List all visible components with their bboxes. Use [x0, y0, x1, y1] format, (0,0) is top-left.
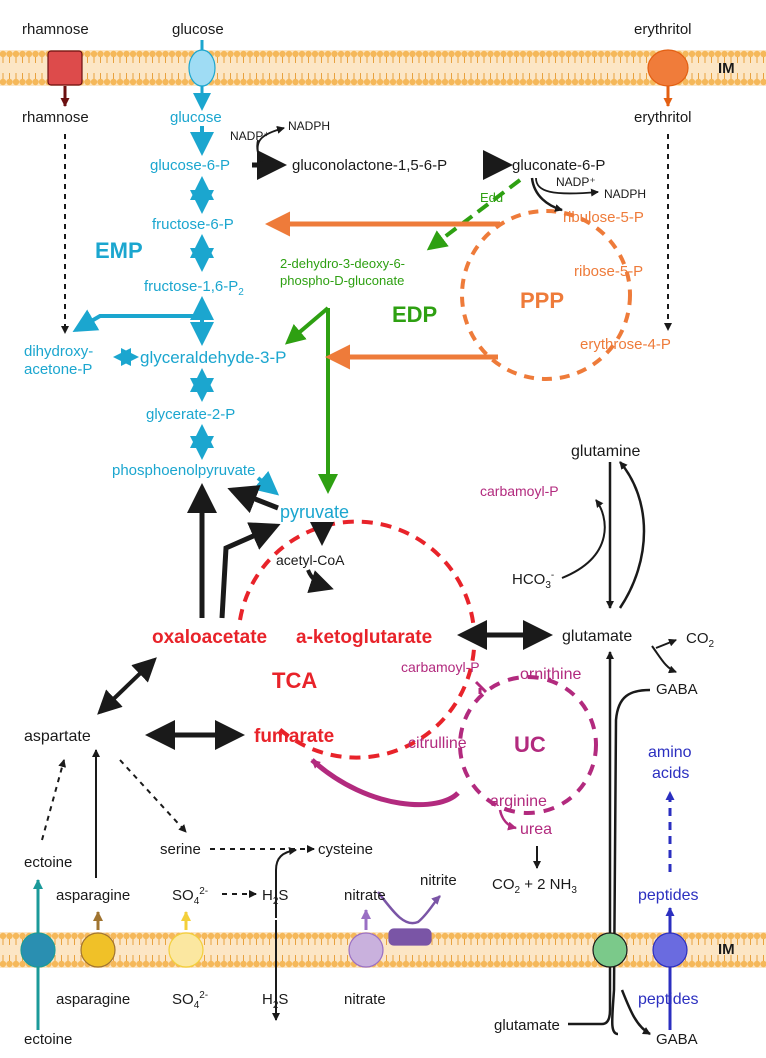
amino-acids-label-line1: amino: [648, 744, 692, 761]
ppp-pathway-label: PPP: [520, 288, 564, 313]
glutamate-outside-label: glutamate: [494, 1017, 560, 1034]
h2s-to-cysteine-arrow: [275, 847, 297, 918]
edp-pathway-label: EDP: [392, 302, 437, 327]
erythritol-outside-label: erythritol: [634, 21, 692, 38]
co2-nh3-label: CO2 + 2 NH3: [492, 876, 577, 896]
a-ketoglutarate-label: a-ketoglutarate: [296, 627, 432, 648]
carbamoyl-p-label: carbamoyl-P: [480, 483, 559, 499]
glucose-outside-label: glucose: [172, 21, 224, 38]
h2s-inside-label: H2S: [262, 887, 288, 907]
urea-cycle: [458, 675, 598, 815]
membrane-label-bottom: IM: [718, 941, 735, 958]
nitrite-transporter: [388, 928, 432, 946]
nadph-label-1: NADPH: [288, 119, 330, 133]
peptides-transporter: [652, 932, 688, 968]
gluconate-to-ribulose-arrow: [530, 177, 563, 212]
glutamate-gaba-transporter: [592, 932, 628, 968]
dhap-label-line1: dihydroxy-: [24, 343, 93, 360]
glyceraldehyde-3-p-label: glyceraldehyde-3-P: [140, 348, 286, 367]
fructose-6-p-label: fructose-6-P: [152, 216, 234, 233]
nitrite-label: nitrite: [420, 872, 457, 889]
gaba-inside-label: GABA: [656, 681, 698, 698]
dhap-label-line2: acetone-P: [24, 361, 92, 378]
sulfate-inside-label: SO42-: [172, 886, 208, 907]
glucose-inside-label: glucose: [170, 109, 222, 126]
emp-arrows: [72, 126, 280, 496]
nadp-label-2: NADP⁺: [556, 175, 596, 189]
tca-cycle: [238, 519, 477, 760]
rhamnose-outside-label: rhamnose: [22, 21, 89, 38]
pyruvate-label: pyruvate: [280, 502, 349, 522]
urea-cycle-label: UC: [514, 732, 546, 757]
ectoine-transporter: [20, 932, 56, 968]
sulfate-transporter: [168, 932, 204, 968]
fructose-16-p2-label: fructose-1,6-P2: [144, 278, 244, 298]
nadp-label-1: NADP⁺: [230, 129, 270, 143]
cysteine-label: cysteine: [318, 841, 373, 858]
nitrate-inside-label: nitrate: [344, 887, 386, 904]
edd-arrow: [426, 178, 522, 251]
ornithine-label: ornithine: [520, 666, 581, 683]
phosphoenolpyruvate-label: phosphoenolpyruvate: [112, 462, 255, 479]
gluconate-6-p-label: gluconate-6-P: [512, 157, 605, 174]
ppp-cycle: [460, 209, 632, 381]
erythritol-transporter: [647, 49, 689, 87]
carbamoyl-p-uc-label: carbamoyl-P: [401, 659, 480, 675]
peptides-inside-label: peptides: [638, 887, 699, 904]
carbamoyl-to-uc-arrow: [474, 680, 488, 694]
edd-label: Edd: [480, 190, 503, 205]
inner-membrane-top: [0, 50, 766, 86]
ribulose-5-p-label: ribulose-5-P: [563, 209, 644, 226]
urea-label: urea: [520, 821, 552, 838]
erythrose-4-p-label: erythrose-4-P: [580, 336, 671, 353]
asparagine-outside-label: asparagine: [56, 991, 130, 1008]
glucose-transporter: [188, 49, 216, 87]
rhamnose-inside-label: rhamnose: [22, 109, 89, 126]
peptides-outside-label: peptides: [638, 991, 699, 1008]
emp-pathway-label: EMP: [95, 238, 143, 263]
kdpg-label-line1: 2-dehydro-3-deoxy-6-: [280, 256, 405, 271]
tca-cycle-label: TCA: [272, 668, 317, 693]
glycerate-2-p-label: glycerate-2-P: [146, 406, 235, 423]
aspartate-label: aspartate: [24, 728, 91, 745]
glutamine-label: glutamine: [571, 443, 640, 460]
arginine-to-fumarate-arrow: [310, 758, 460, 808]
arginine-to-urea-arrow: [498, 809, 517, 831]
glutamate-label: glutamate: [562, 628, 632, 645]
amino-acids-label-line2: acids: [652, 765, 689, 782]
kdpg-to-g3p-arrow: [284, 306, 330, 345]
glutamate-gaba-lines: [568, 651, 651, 1036]
citrulline-label: citrulline: [408, 735, 467, 752]
dashed-amino-arrows: [41, 759, 315, 898]
ribose-5-p-label: ribose-5-P: [574, 263, 643, 280]
gluconolactone-label: gluconolactone-1,5-6-P: [292, 157, 447, 174]
sulfate-outside-label: SO42-: [172, 990, 208, 1011]
ectoine-inside-label: ectoine: [24, 854, 72, 871]
glucose-6-p-label: glucose-6-P: [150, 157, 230, 174]
nadph-label-2: NADPH: [604, 187, 646, 201]
membrane-label-top: IM: [718, 60, 735, 77]
h2s-outside-label: H2S: [262, 991, 288, 1011]
rhamnose-transporter: [47, 50, 83, 86]
nitrate-transporter: [348, 932, 384, 968]
central-black-arrows: [97, 461, 677, 869]
nadp-stub-1: [256, 139, 263, 163]
fumarate-label: fumarate: [254, 726, 334, 747]
bicarbonate-label: HCO3-: [512, 570, 554, 591]
oxaloacetate-label: oxaloacetate: [152, 627, 267, 648]
nitrate-nitrite-exchange-arrow: [377, 891, 441, 925]
co2-label: CO2: [686, 630, 715, 650]
kdpg-label-line2: phospho-D-gluconate: [280, 273, 404, 288]
nitrate-outside-label: nitrate: [344, 991, 386, 1008]
acetyl-coa-label: acetyl-CoA: [276, 552, 345, 568]
asparagine-inside-label: asparagine: [56, 887, 130, 904]
asparagine-transporter: [80, 932, 116, 968]
nadp-reduction-arrow-2: [535, 177, 599, 197]
gaba-outside-label: GABA: [656, 1031, 698, 1048]
ectoine-outside-label: ectoine: [24, 1031, 72, 1048]
arginine-label: arginine: [490, 793, 547, 810]
serine-label: serine: [160, 841, 201, 858]
erythritol-inside-label: erythritol: [634, 109, 692, 126]
